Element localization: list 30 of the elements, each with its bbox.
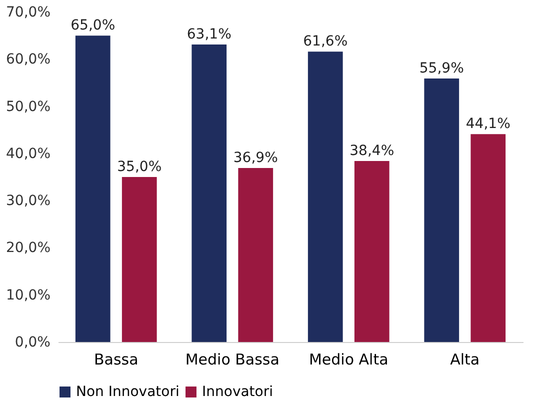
- x-tick-label: Alta: [450, 350, 480, 368]
- bar: [122, 177, 157, 342]
- y-tick-label: 60,0%: [6, 52, 50, 68]
- x-tick-label: Bassa: [94, 350, 138, 368]
- x-tick-label: Medio Alta: [308, 350, 388, 368]
- bar: [424, 78, 460, 342]
- bar: [75, 36, 110, 342]
- y-tick-label: 30,0%: [6, 193, 50, 210]
- data-label: 36,9%: [233, 150, 278, 166]
- data-label: 38,4%: [350, 142, 394, 159]
- bar: [192, 44, 227, 342]
- bar: [238, 168, 274, 342]
- data-label: 61,6%: [303, 34, 348, 50]
- y-tick-label: 50,0%: [6, 98, 50, 115]
- data-label: 35,0%: [117, 159, 162, 175]
- y-tick-label: 40,0%: [6, 146, 50, 162]
- y-tick-label: 10,0%: [6, 287, 50, 304]
- y-tick-label: 70,0%: [6, 4, 50, 20]
- x-tick-label: Medio Bassa: [185, 350, 280, 368]
- data-label: 65,0%: [70, 18, 116, 34]
- legend-label: Innovatori: [202, 384, 274, 400]
- y-tick-label: 20,0%: [6, 240, 50, 256]
- bar: [354, 160, 390, 342]
- data-label: 44,1%: [466, 116, 510, 132]
- legend-label: Non Innovatori: [76, 384, 180, 400]
- data-label: 55,9%: [419, 60, 464, 76]
- bar: [308, 52, 343, 342]
- data-label: 63,1%: [186, 26, 232, 43]
- y-tick-label: 0,0%: [14, 334, 50, 350]
- bar: [470, 134, 506, 342]
